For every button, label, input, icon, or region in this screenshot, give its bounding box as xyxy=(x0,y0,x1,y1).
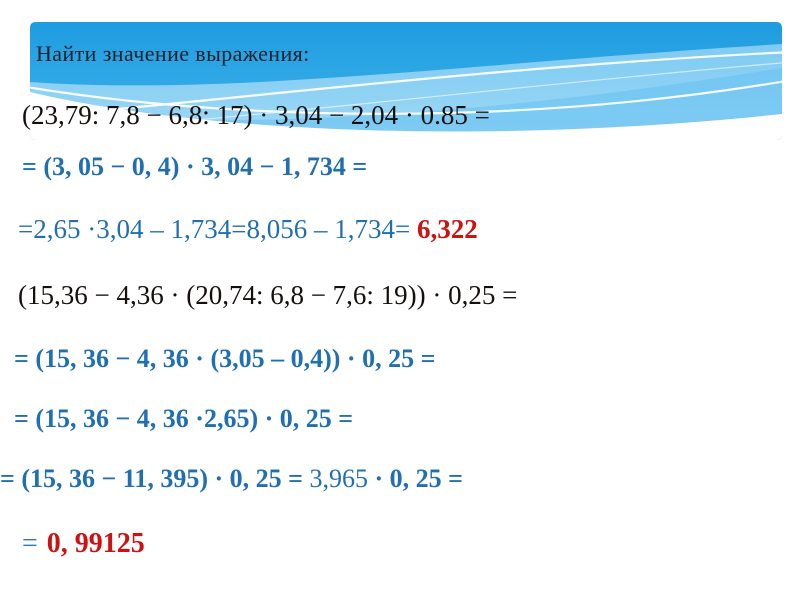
expression-line-3-blue: =2,65 ·3,04 – 1,734=8,056 – 1,734= xyxy=(18,214,417,244)
expression-line-7-bold-a: = (15, 36 − 11, 395) · 0, 25 = xyxy=(0,464,303,493)
expression-line-8: = 0, 99125 xyxy=(22,528,145,560)
expression-line-1-text: (23,79: 7,8 − 6,8: 17) · 3,04 − 2,04 · 0… xyxy=(22,100,490,130)
banner-graphic xyxy=(30,22,782,140)
expression-line-7: = (15, 36 − 11, 395) · 0, 25 = 3,965 · 0… xyxy=(0,464,463,494)
expression-line-1: (23,79: 7,8 − 6,8: 17) · 3,04 − 2,04 · 0… xyxy=(22,100,490,131)
blue-swoosh-banner xyxy=(30,22,782,140)
page-title: Найти значение выражения: xyxy=(36,41,310,67)
expression-line-4: (15,36 − 4,36 · (20,74: 6,8 − 7,6: 19)) … xyxy=(18,280,517,311)
expression-line-7-regular: 3,965 xyxy=(309,464,369,493)
expression-line-6: = (15, 36 − 4, 36 ·2,65) · 0, 25 = xyxy=(14,404,353,434)
expression-line-2-text: = (3, 05 − 0, 4) · 3, 04 − 1, 734 = xyxy=(22,152,368,181)
expression-line-3: =2,65 ·3,04 – 1,734=8,056 – 1,734= 6,322 xyxy=(18,214,478,245)
expression-line-5-text: = (15, 36 − 4, 36 · (3,05 – 0,4)) · 0, 2… xyxy=(14,344,436,373)
final-answer: 0, 99125 xyxy=(46,528,145,559)
expression-line-2: = (3, 05 − 0, 4) · 3, 04 − 1, 734 = xyxy=(22,152,367,182)
expression-line-8-equals: = xyxy=(22,528,38,559)
expression-line-7-bold-b: · 0, 25 = xyxy=(374,464,464,493)
expression-line-3-result: 6,322 xyxy=(416,214,478,244)
expression-line-6-text: = (15, 36 − 4, 36 ·2,65) · 0, 25 = xyxy=(14,404,354,433)
expression-line-5: = (15, 36 − 4, 36 · (3,05 – 0,4)) · 0, 2… xyxy=(14,344,435,374)
expression-line-4-text: (15,36 − 4,36 · (20,74: 6,8 − 7,6: 19)) … xyxy=(18,280,518,310)
page-title-text: Найти значение выражения: xyxy=(36,41,310,66)
